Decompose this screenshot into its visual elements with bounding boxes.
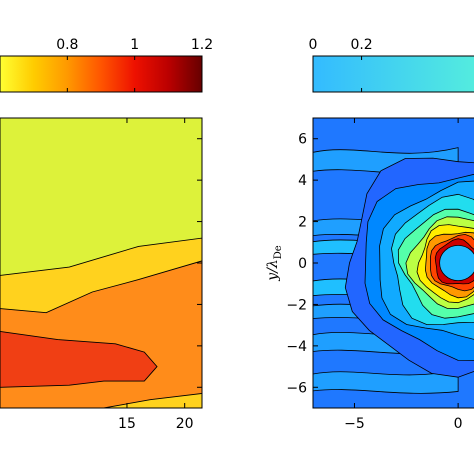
left-colorbar-tick-label: 0.8 (56, 37, 78, 53)
left-x-tick-label: 20 (176, 416, 194, 432)
right-y-axis-label-sub: De (273, 245, 284, 259)
left-x-tick-label: 15 (118, 416, 136, 432)
right-colorbar-gradient (312, 55, 474, 93)
right-colorbar-tick-label: 0 (309, 37, 318, 53)
right-y-tick-label: −2 (286, 297, 307, 313)
right-x-tick-label: 0 (454, 416, 463, 432)
right-colorbar: 0 0.2 (309, 37, 474, 93)
right-obstacle-disc (439, 244, 474, 282)
left-contour-plot: 15 20 (0, 117, 203, 432)
right-x-tick-label: −5 (344, 416, 365, 432)
left-colorbar-tick-label: 1.2 (191, 37, 213, 53)
left-colorbar: 0.8 1 1.2 (0, 37, 213, 93)
right-y-axis-label: y/λDe (265, 245, 284, 282)
right-y-tick-label: 0 (298, 256, 307, 272)
left-contour-band (0, 330, 158, 388)
right-y-tick-label: 4 (298, 173, 307, 189)
left-colorbar-tick-label: 1 (130, 37, 139, 53)
right-y-tick-label: 2 (298, 215, 307, 231)
right-y-tick-label: −6 (286, 380, 307, 396)
right-contour-streak (313, 369, 459, 394)
left-colorbar-gradient (0, 55, 203, 93)
right-y-tick-label: 6 (298, 132, 307, 148)
right-contour-plot: 6 4 2 0 −2 −4 −6 −5 0 y/λDe (265, 117, 474, 432)
right-colorbar-tick-label: 0.2 (350, 37, 372, 53)
right-y-axis-label-main: y/λ (265, 259, 281, 282)
right-y-tick-label: −4 (286, 339, 307, 355)
